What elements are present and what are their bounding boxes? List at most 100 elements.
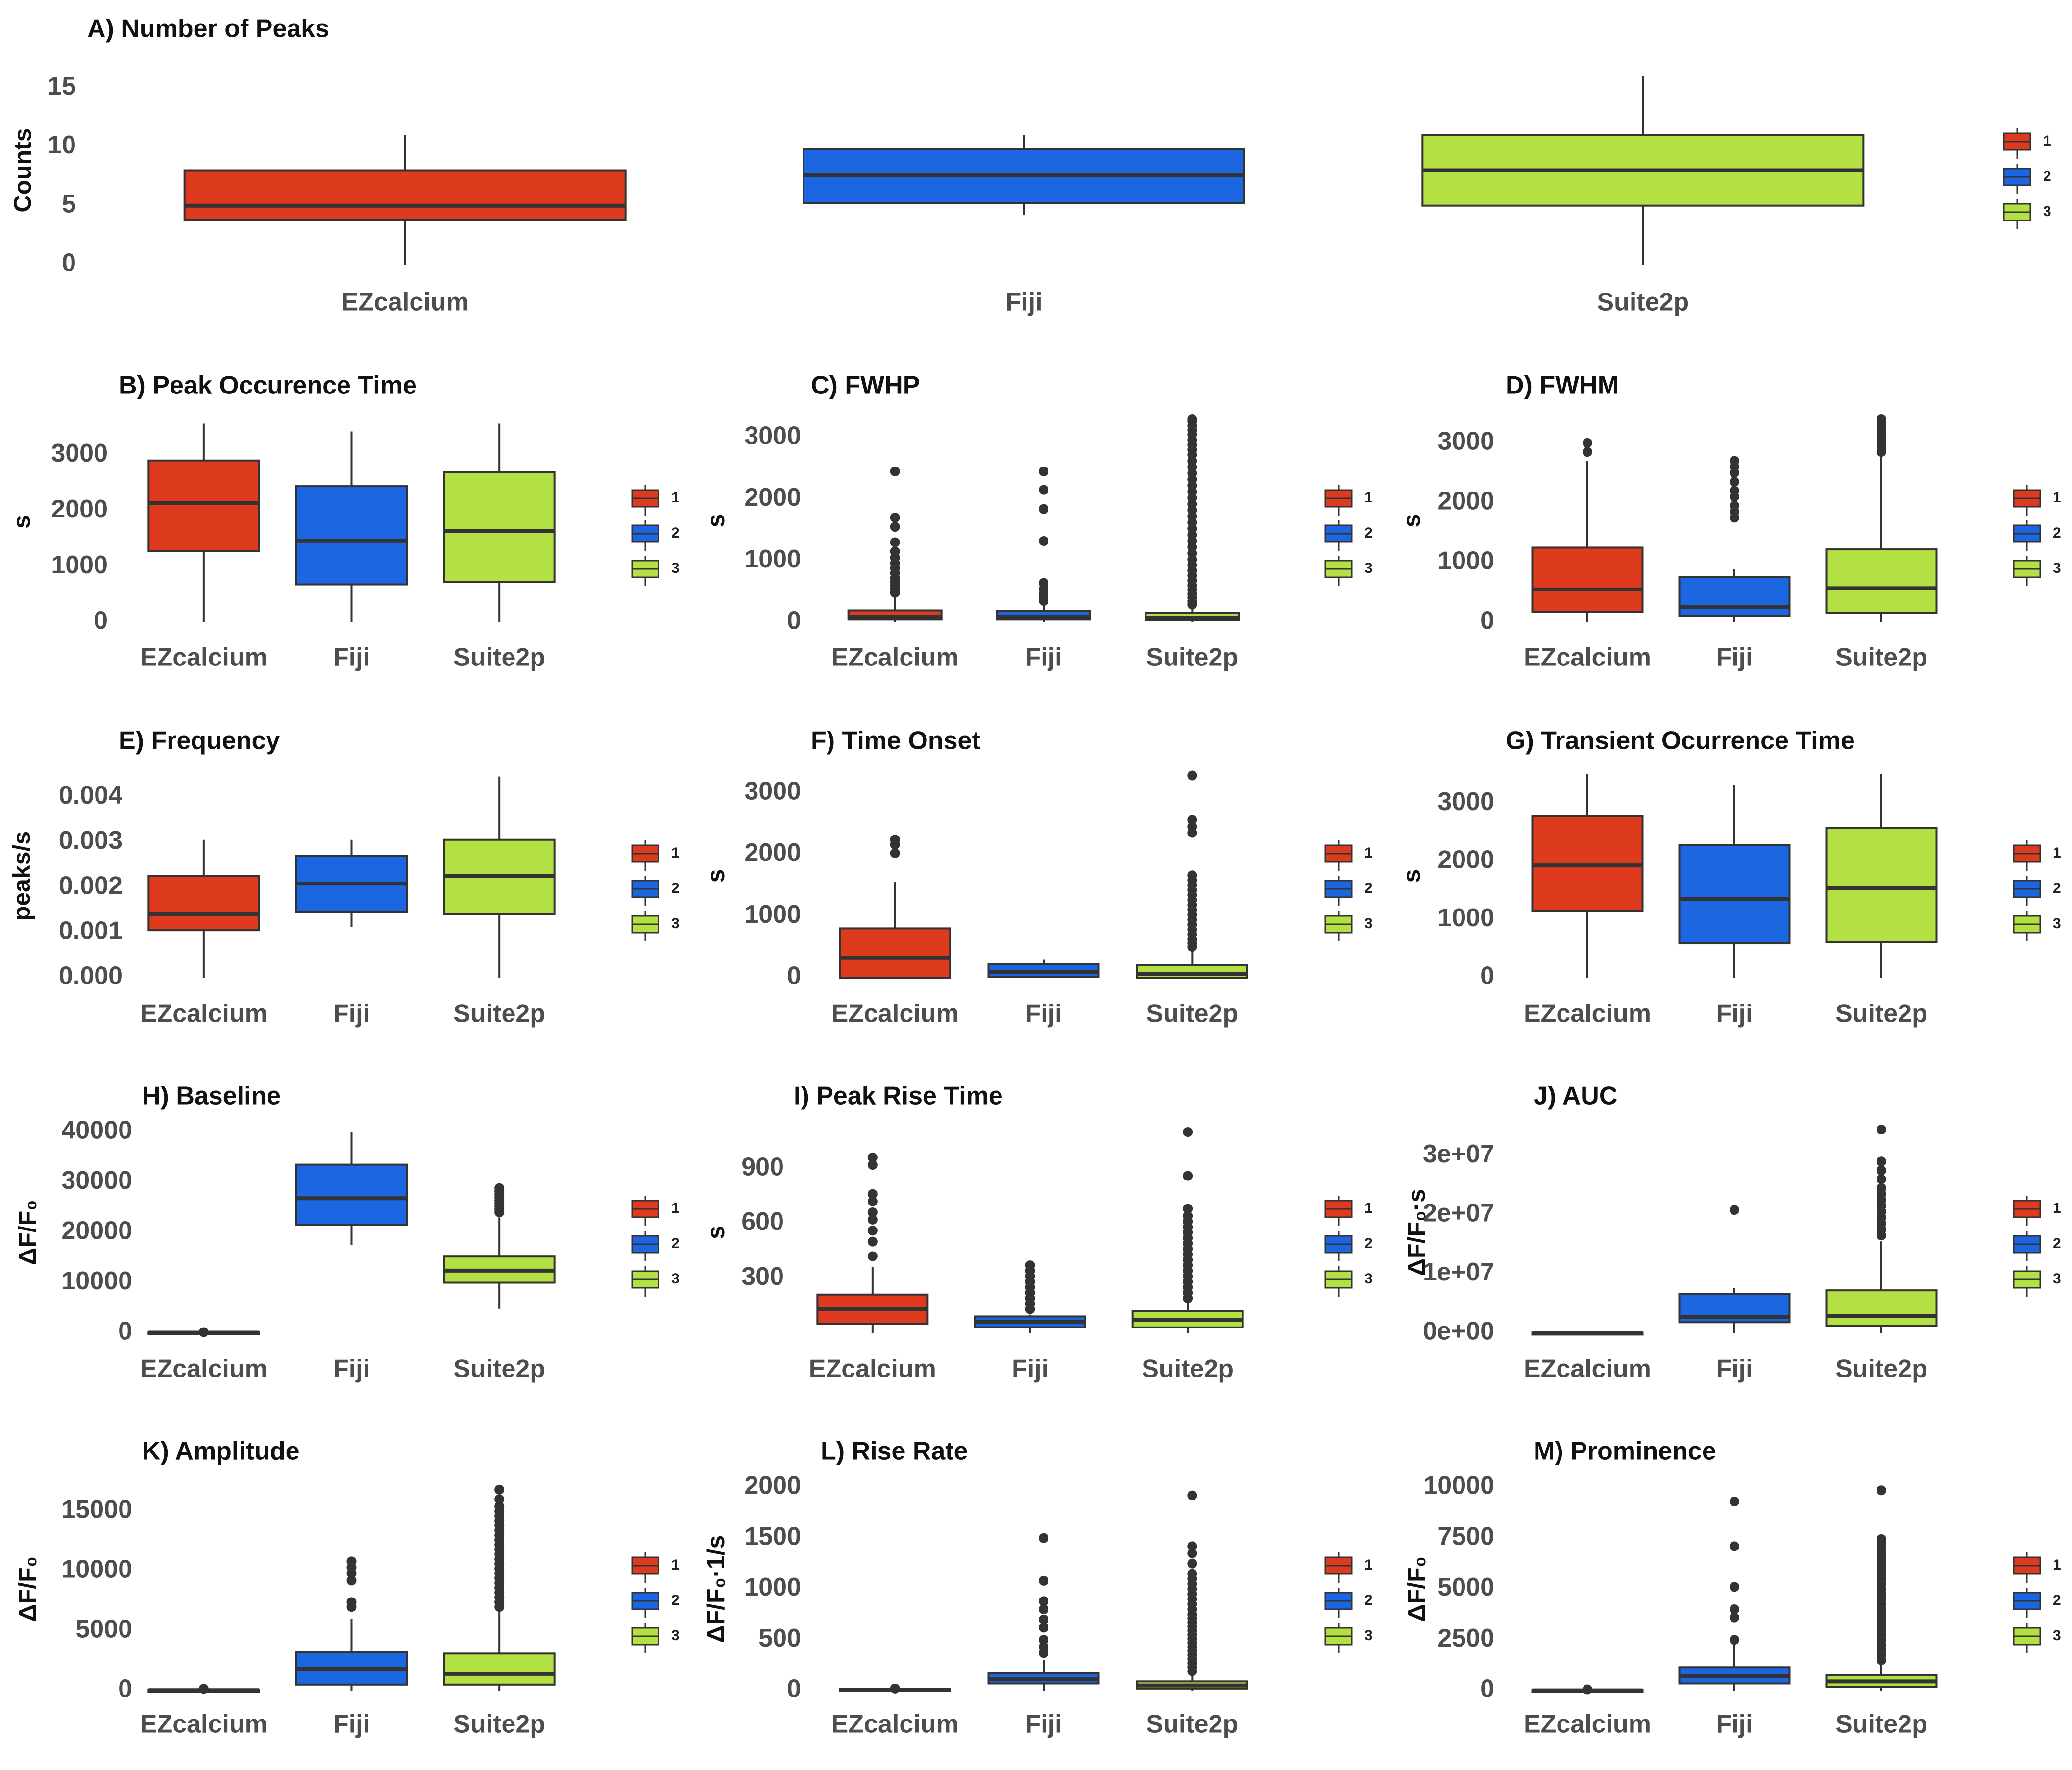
legend-label: 1 (671, 845, 680, 861)
box-fiji (803, 135, 1245, 215)
legend-label: 2 (1365, 525, 1373, 541)
outlier-point (1187, 414, 1197, 424)
legend-label: 1 (671, 490, 680, 506)
y-tick-label: 0.004 (59, 781, 122, 810)
y-axis-label: peaks/s (8, 831, 35, 921)
y-tick-label: 0.001 (59, 917, 122, 945)
x-tick-label: EZcalcium (140, 1355, 268, 1383)
box-fiji (987, 959, 1100, 978)
box-fiji (974, 1260, 1086, 1333)
legend-label: 1 (1365, 845, 1373, 861)
x-tick-label: Fiji (1025, 1000, 1062, 1028)
y-axis-label: s (1398, 869, 1425, 883)
panel-title: G) Transient Ocurrence Time (1506, 727, 1855, 755)
box-body (295, 1163, 408, 1226)
y-axis-label: s (1398, 514, 1425, 528)
outlier-point (1877, 1534, 1886, 1544)
box-suite2p (443, 1183, 556, 1309)
legend-label: 3 (1365, 1627, 1373, 1644)
legend-label: 2 (1365, 1235, 1373, 1252)
y-tick-label: 0.002 (59, 871, 122, 900)
box-fiji (1678, 456, 1791, 622)
box-ezcalcium (147, 839, 260, 978)
outlier-point (1039, 1622, 1048, 1633)
legend-label: 2 (2053, 1592, 2061, 1608)
outlier-point (1730, 1541, 1739, 1551)
legend-label: 2 (671, 525, 680, 541)
panel-title: F) Time Onset (811, 727, 980, 755)
box-body (1531, 546, 1644, 613)
panel-4: D) FWHM s 0 1000 2000 3000 EZcalcium Fiji Suite2… (1398, 371, 2061, 672)
box-suite2p (443, 776, 556, 978)
legend: 1 2 3 (2013, 1552, 2061, 1653)
legend-label: 1 (1365, 490, 1373, 506)
x-tick-label: Fiji (1716, 1710, 1753, 1739)
y-tick-label: 2000 (744, 483, 801, 512)
box-ezcalcium (1531, 774, 1644, 978)
legend-label: 3 (2053, 1271, 2061, 1287)
outlier-point (1187, 821, 1197, 832)
outlier-point (1187, 1490, 1197, 1500)
panel-2: B) Peak Occurence Time s 0 1000 2000 3000 EZca… (8, 371, 679, 672)
box-body (1678, 844, 1791, 945)
legend-label: 2 (1365, 880, 1373, 896)
outlier-point (1877, 1485, 1886, 1496)
y-tick-label: 0e+00 (1423, 1317, 1494, 1346)
panel-13: M) Prominence ΔF/F₀ 0 2500 5000 7500 10000 EZca… (1403, 1437, 2061, 1739)
box-body (443, 471, 556, 584)
legend: 1 2 3 (2013, 485, 2061, 586)
x-tick-label: Suite2p (1835, 1710, 1927, 1739)
x-tick-label: Fiji (1025, 643, 1062, 672)
panel-1: A) Number of Peaks Counts 0 5 10 15 EZcalcium F… (9, 15, 2051, 317)
outlier-point (1730, 1604, 1739, 1614)
x-tick-label: EZcalcium (831, 643, 959, 672)
legend-label: 2 (1365, 1592, 1373, 1608)
box-fiji (996, 466, 1091, 622)
legend: 1 2 3 (2013, 1196, 2061, 1297)
y-tick-label: 3e+07 (1423, 1140, 1494, 1168)
y-tick-label: 20000 (61, 1217, 132, 1245)
y-tick-label: 0 (1480, 607, 1494, 635)
panel-title: C) FWHP (811, 371, 920, 400)
y-tick-label: 1000 (744, 545, 801, 573)
y-tick-label: 10000 (61, 1267, 132, 1295)
y-tick-label: 2000 (1438, 487, 1494, 516)
y-axis-label: ΔF/F₀ (1403, 1556, 1430, 1622)
x-tick-label: Fiji (1716, 643, 1753, 672)
outlier-point (494, 1501, 505, 1512)
outlier-point (1187, 815, 1197, 825)
legend-label: 3 (671, 915, 680, 932)
y-axis-label: ΔF/F₀ (14, 1200, 41, 1265)
legend-label: 1 (2053, 1200, 2061, 1216)
x-tick-label: Fiji (333, 643, 370, 672)
outlier-point (198, 1327, 209, 1337)
outlier-point (1877, 1165, 1886, 1176)
outlier-point (1187, 1569, 1197, 1579)
outlier-point (1730, 500, 1739, 511)
outlier-point (890, 1683, 900, 1694)
box-body (1825, 1289, 1938, 1327)
outlier-point (1039, 504, 1048, 514)
y-tick-label: 3000 (1438, 787, 1494, 816)
box-body (1825, 827, 1938, 943)
box-body (147, 459, 260, 552)
box-suite2p (443, 423, 556, 622)
outlier-point (1877, 414, 1886, 424)
box-ezcalcium (1531, 1684, 1644, 1695)
y-tick-label: 30000 (61, 1166, 132, 1195)
x-tick-label: Suite2p (1835, 643, 1927, 672)
y-tick-label: 0.000 (59, 962, 122, 990)
y-tick-label: 300 (741, 1262, 784, 1291)
x-tick-label: EZcalcium (1524, 643, 1651, 672)
outlier-point (867, 1196, 878, 1206)
y-tick-label: 900 (741, 1153, 784, 1181)
x-tick-label: EZcalcium (140, 1000, 268, 1028)
outlier-point (1039, 578, 1048, 588)
y-tick-label: 15 (48, 72, 76, 100)
outlier-point (494, 1183, 505, 1193)
outlier-point (1183, 1171, 1193, 1181)
box-suite2p (1825, 1125, 1938, 1333)
panel-8: H) Baseline ΔF/F₀ 0 10000 20000 30000 40000 EZc… (14, 1082, 679, 1383)
legend: 1 2 3 (631, 840, 680, 941)
legend: 1 2 3 (631, 485, 680, 586)
